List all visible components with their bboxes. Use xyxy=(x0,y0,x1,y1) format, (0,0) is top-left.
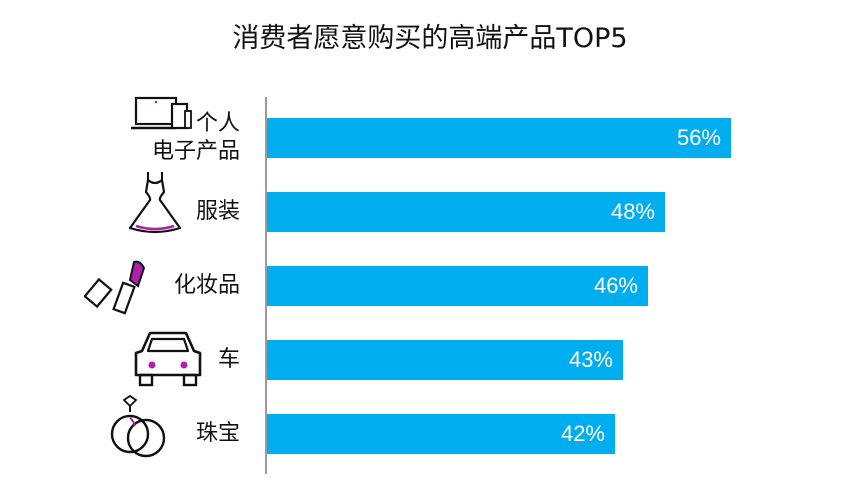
bar-value-label: 48% xyxy=(610,199,655,224)
laptop-tablet-phone-icon xyxy=(131,96,192,130)
bar-value-label: 43% xyxy=(568,347,613,372)
bar: 43% xyxy=(267,340,623,380)
bar: 42% xyxy=(267,414,615,454)
category-label: 珠宝 xyxy=(195,421,240,446)
dress-icon xyxy=(128,172,182,234)
bar-value-label: 46% xyxy=(593,273,638,298)
category-label: 化妆品 xyxy=(173,273,240,298)
category-label: 个人 电子产品 xyxy=(151,111,240,164)
bar: 46% xyxy=(267,266,648,306)
rings-icon xyxy=(110,394,166,458)
category-axis-line xyxy=(265,97,267,474)
bar-value-label: 56% xyxy=(676,125,721,150)
chart-title: 消费者愿意购买的高端产品TOP5 xyxy=(232,23,628,54)
category-label: 车 xyxy=(217,347,240,372)
car-icon xyxy=(134,331,202,387)
category-label: 服装 xyxy=(195,199,240,224)
lipstick-icon xyxy=(84,260,146,315)
bar: 56% xyxy=(267,118,731,158)
bar-value-label: 42% xyxy=(560,421,605,446)
bar: 48% xyxy=(267,192,665,232)
